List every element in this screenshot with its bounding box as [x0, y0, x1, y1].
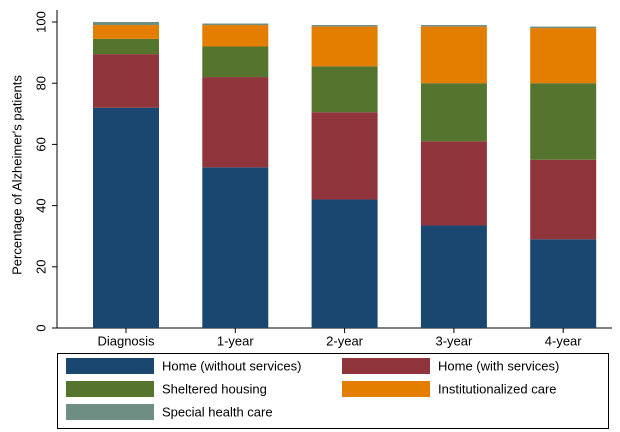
legend-swatch: [342, 381, 430, 397]
bar-segment: [311, 25, 378, 27]
x-tick-label: 4-year: [545, 333, 583, 348]
bar-segment: [530, 239, 597, 328]
legend-swatch: [66, 404, 154, 420]
legend-label: Home (with services): [438, 358, 559, 373]
x-tick-label: 2-year: [326, 333, 364, 348]
bar-segment: [420, 25, 487, 27]
bar-segment: [93, 38, 159, 55]
bar-segment: [420, 83, 487, 142]
x-tick-label: Diagnosis: [97, 333, 155, 348]
y-tick-label: 20: [33, 260, 48, 274]
bar-segment: [202, 23, 269, 26]
bar-segment: [420, 26, 487, 84]
legend-label: Home (without services): [162, 358, 301, 373]
bar-segment: [311, 199, 378, 328]
bar-segment: [93, 54, 159, 108]
legend-swatch: [66, 358, 154, 374]
bar-segment: [420, 225, 487, 328]
bar-segment: [311, 26, 378, 67]
bar-segment: [93, 25, 159, 39]
bar-segment: [202, 77, 269, 168]
bar-segment: [530, 159, 597, 240]
y-tick-label: 80: [33, 76, 48, 90]
y-tick-label: 60: [33, 137, 48, 151]
legend-swatch: [342, 358, 430, 374]
y-axis-label: Percentage of Alzheimer's patients: [9, 75, 24, 275]
y-tick-label: 0: [33, 324, 48, 331]
bar-segment: [311, 112, 378, 200]
y-tick-label: 100: [33, 11, 48, 33]
bar-segment: [93, 22, 159, 26]
legend-label: Institutionalized care: [438, 381, 557, 396]
bar-segment: [202, 46, 269, 78]
x-tick-label: 3-year: [435, 333, 473, 348]
legend-swatch: [66, 381, 154, 397]
bar-segment: [202, 167, 269, 328]
bar-segment: [530, 26, 597, 29]
bar-segment: [93, 107, 159, 329]
y-tick-label: 40: [33, 198, 48, 212]
bar-segment: [311, 66, 378, 113]
bar-segment: [530, 83, 597, 160]
legend-label: Sheltered housing: [162, 381, 267, 396]
bar-segment: [420, 141, 487, 226]
legend-label: Special health care: [162, 404, 273, 419]
x-tick-label: 1-year: [217, 333, 255, 348]
bar-segment: [530, 28, 597, 84]
bar-segment: [202, 25, 269, 47]
